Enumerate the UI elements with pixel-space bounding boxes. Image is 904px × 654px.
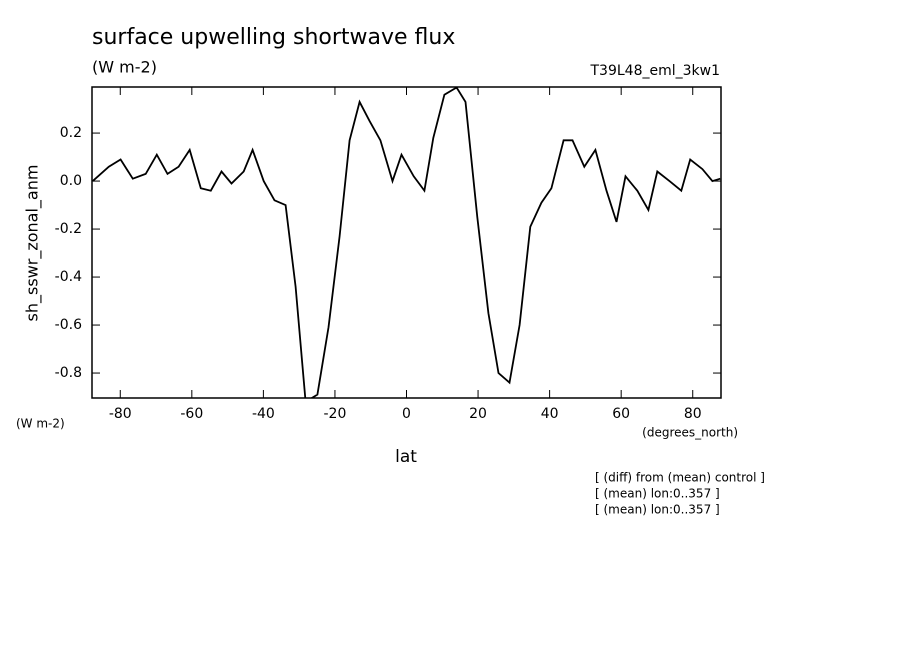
chart-title: surface upwelling shortwave flux [92, 25, 455, 50]
x-tick-label: -40 [252, 406, 275, 422]
x-axis-label: lat [395, 447, 417, 467]
x-tick-label: 40 [541, 406, 559, 422]
note: [ (mean) lon:0..357 ] [595, 487, 720, 501]
plot-frame [91, 86, 722, 399]
units-label: (W m-2) [92, 58, 157, 77]
x-tick-label: -80 [109, 406, 132, 422]
y-tick-label: -0.4 [55, 269, 82, 285]
y-tick-label: 0.2 [60, 125, 82, 141]
x-tick-label: 20 [469, 406, 487, 422]
run-label: T39L48_eml_3kw1 [590, 63, 721, 79]
x-units: (degrees_north) [642, 426, 738, 440]
note: [ (diff) from (mean) control ] [595, 471, 765, 485]
y-tick-label: -0.2 [55, 221, 82, 237]
x-tick-label: 80 [684, 406, 702, 422]
data-line [92, 87, 721, 398]
x-tick-label: -20 [324, 406, 347, 422]
y-tick-label: -0.8 [55, 365, 82, 381]
note: [ (mean) lon:0..357 ] [595, 503, 720, 517]
x-tick-label: 60 [612, 406, 630, 422]
y-axis-label: sh_sswr_zonal_anm [23, 165, 43, 322]
x-tick-label: -60 [180, 406, 203, 422]
y-tick-label: 0.0 [60, 173, 82, 189]
y-tick-label: -0.6 [55, 317, 82, 333]
y-units: (W m-2) [16, 417, 65, 431]
x-tick-label: 0 [402, 406, 411, 422]
